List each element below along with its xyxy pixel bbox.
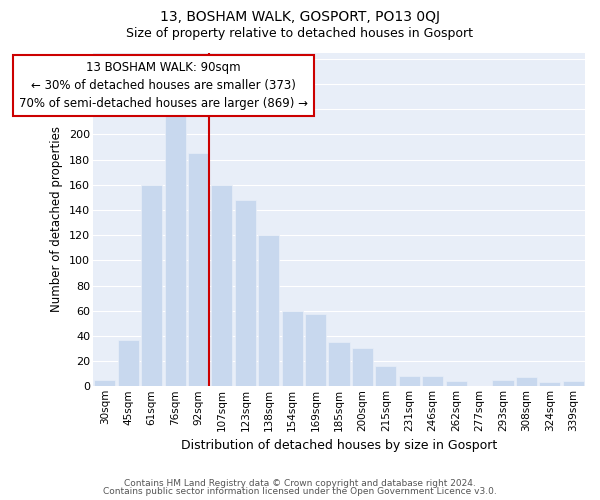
Bar	[118, 340, 139, 386]
Bar	[352, 348, 373, 387]
Bar	[516, 378, 537, 386]
Bar	[446, 381, 467, 386]
Y-axis label: Number of detached properties: Number of detached properties	[50, 126, 64, 312]
Bar	[328, 342, 350, 386]
Text: Size of property relative to detached houses in Gosport: Size of property relative to detached ho…	[127, 28, 473, 40]
Bar	[258, 235, 280, 386]
Bar	[305, 314, 326, 386]
Bar	[188, 154, 209, 386]
Bar	[94, 380, 115, 386]
Text: 13, BOSHAM WALK, GOSPORT, PO13 0QJ: 13, BOSHAM WALK, GOSPORT, PO13 0QJ	[160, 10, 440, 24]
Text: Contains public sector information licensed under the Open Government Licence v3: Contains public sector information licen…	[103, 487, 497, 496]
Bar	[539, 382, 560, 386]
Bar	[164, 112, 185, 386]
Bar	[235, 200, 256, 386]
Bar	[211, 184, 232, 386]
Bar	[422, 376, 443, 386]
Bar	[563, 381, 584, 386]
Bar	[141, 184, 162, 386]
Text: Contains HM Land Registry data © Crown copyright and database right 2024.: Contains HM Land Registry data © Crown c…	[124, 478, 476, 488]
Bar	[493, 380, 514, 386]
X-axis label: Distribution of detached houses by size in Gosport: Distribution of detached houses by size …	[181, 440, 497, 452]
Text: 13 BOSHAM WALK: 90sqm
← 30% of detached houses are smaller (373)
70% of semi-det: 13 BOSHAM WALK: 90sqm ← 30% of detached …	[19, 62, 308, 110]
Bar	[399, 376, 420, 386]
Bar	[376, 366, 397, 386]
Bar	[281, 310, 303, 386]
